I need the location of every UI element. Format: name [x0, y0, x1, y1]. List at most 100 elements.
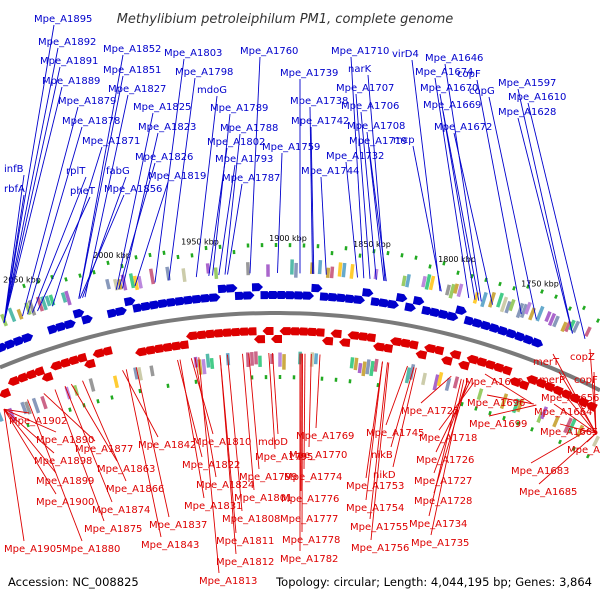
forward-gene-arrow	[463, 315, 476, 326]
tick-mark	[316, 244, 320, 249]
tick-mark	[330, 251, 334, 256]
tick-mark	[78, 273, 82, 278]
reverse-gene-leader-line	[488, 404, 537, 417]
reverse-gene-label: Mpe_A1683	[511, 466, 569, 477]
forward-gene-arrow	[21, 333, 34, 344]
forward-gene-label: rbfA	[4, 184, 25, 195]
reverse-gene-arrow	[0, 387, 12, 398]
reverse-gene-label: Mpe_A1874	[92, 505, 150, 516]
reverse-gene-label: Mpe_A1880	[62, 544, 120, 555]
forward-gene-label: copF	[457, 69, 481, 80]
annotation-bar	[282, 354, 286, 370]
tick-mark	[302, 243, 306, 248]
tick-mark	[232, 250, 236, 255]
forward-gene-arrow	[378, 298, 391, 308]
annotation-bar	[317, 260, 323, 275]
tick-mark	[190, 253, 194, 258]
reverse-gene-arrow	[211, 329, 223, 338]
tick-mark	[386, 250, 390, 256]
reverse-gene-arrow	[84, 358, 96, 369]
forward-gene-label: Mpe_A1760	[240, 46, 298, 57]
reverse-gene-arrow	[75, 352, 88, 363]
forward-gene-leader-line	[218, 164, 236, 276]
tick-mark	[512, 285, 516, 291]
kbp-marker: 2000 kbp	[93, 251, 131, 260]
annotation-bar	[365, 359, 371, 375]
reverse-gene-arrow	[373, 342, 385, 352]
reverse-gene-label: mdoD	[258, 437, 288, 448]
tick-mark	[540, 289, 544, 294]
forward-gene-leader-line	[527, 102, 586, 340]
reverse-gene-leader-line	[438, 382, 475, 431]
annotation-bar	[258, 355, 262, 367]
forward-gene-arrow	[234, 291, 246, 301]
forward-gene-label: rplT	[66, 166, 86, 177]
forward-gene-leader-line	[115, 112, 154, 290]
tick-mark	[428, 264, 432, 269]
forward-gene-arrow	[268, 290, 280, 300]
annotation-bar	[456, 283, 464, 298]
reverse-gene-arrow	[500, 365, 513, 376]
forward-gene-label: Mpe_A1826	[135, 152, 193, 163]
reverse-gene-arrow	[288, 327, 300, 336]
forward-gene-label: Mpe_A1892	[38, 37, 96, 48]
forward-gene-label: Mpe_A1827	[108, 84, 166, 95]
reverse-gene-label: Mpe_A1801	[234, 493, 292, 504]
reverse-gene-arrow	[220, 328, 232, 337]
annotation-bar	[508, 298, 516, 312]
reverse-gene-label: Mpe_A1756	[351, 543, 409, 554]
reverse-gene-label: Mpe_A1899	[36, 476, 94, 487]
annotation-bar	[476, 388, 484, 401]
forward-gene-leader-line	[22, 106, 79, 317]
annotation-bar	[250, 352, 254, 366]
reverse-gene-leader-line	[3, 408, 57, 474]
reverse-gene-arrow	[551, 385, 564, 396]
reverse-gene-leader-line	[484, 373, 532, 404]
reverse-gene-arrow	[58, 357, 71, 368]
forward-gene-arrow	[175, 296, 187, 306]
genome-backbone	[0, 311, 600, 393]
annotation-bar	[499, 393, 509, 410]
forward-gene-leader-line	[122, 132, 159, 289]
reverse-gene-label: Mpe_A1811	[216, 536, 274, 547]
annotation-bar	[201, 359, 207, 375]
forward-gene-arrow	[480, 320, 493, 331]
reverse-gene-leader-line	[370, 362, 390, 541]
forward-gene-label: Mpe_A1789	[210, 103, 268, 114]
forward-gene-leader-line	[3, 24, 55, 323]
reverse-gene-leader-line	[227, 354, 243, 512]
reverse-gene-leader-line	[435, 381, 471, 453]
forward-gene-leader-line	[453, 132, 493, 305]
kbp-marker: 2050 kbp	[3, 275, 41, 284]
forward-gene-leader-line	[37, 196, 91, 312]
reverse-gene-leader-line	[433, 380, 468, 494]
forward-gene-label: Mpe_A1852	[103, 44, 161, 55]
annotation-bar	[24, 302, 32, 316]
reverse-gene-leader-line	[553, 403, 597, 434]
forward-gene-label: Mpe_A1802	[207, 137, 265, 148]
reverse-gene-leader-line	[3, 409, 25, 542]
annotation-bar	[424, 273, 432, 290]
reverse-gene-arrow	[16, 372, 29, 383]
reverse-gene-arrow	[228, 327, 240, 337]
forward-gene-leader-line	[212, 113, 231, 276]
annotation-bar	[341, 262, 347, 278]
reverse-gene-label: Mpe_A1755	[350, 522, 408, 533]
reverse-gene-label: merP	[539, 375, 565, 386]
forward-gene-leader-line	[3, 66, 61, 323]
annotation-bar	[560, 321, 568, 333]
reverse-gene-leader-line	[54, 389, 105, 522]
forward-gene-arrow	[81, 314, 93, 325]
forward-gene-label: Mpe_A1793	[215, 154, 273, 165]
tick-mark	[96, 399, 100, 404]
tick-mark	[278, 374, 282, 380]
forward-gene-label: Mpe_A1889	[42, 76, 100, 87]
tick-mark	[162, 250, 166, 255]
reverse-gene-label: Mpe_A1863	[97, 464, 155, 475]
forward-gene-arrow	[302, 291, 314, 300]
reverse-gene-leader-line	[315, 354, 321, 429]
forward-gene-arrow	[412, 295, 425, 306]
forward-gene-label: Mpe_A1719	[349, 136, 407, 147]
annotation-bar	[591, 435, 600, 448]
reverse-gene-label: Mpe_A1664	[534, 407, 592, 418]
